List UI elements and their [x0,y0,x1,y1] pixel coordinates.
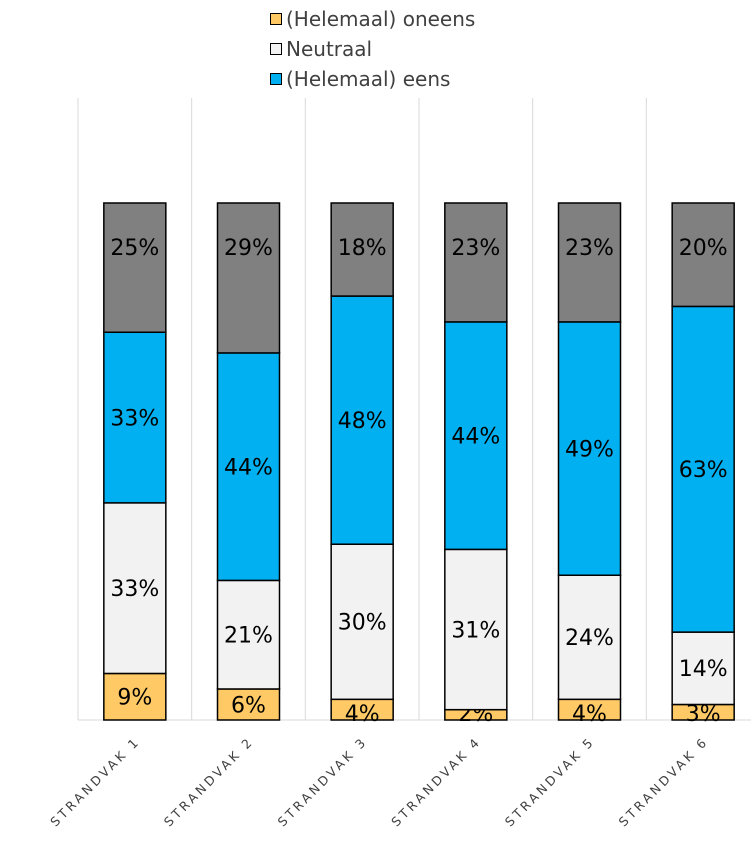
bar-segment-other [444,202,508,323]
data-label: 48% [338,409,387,434]
data-label: 18% [338,236,387,261]
bar-segment-other [330,202,394,297]
bar-segment-other [216,202,281,354]
bar-segment-oneens [216,688,281,721]
data-label: 24% [565,626,614,651]
bar-segment-other [671,202,735,308]
legend-item-eens: (Helemaal) eens [270,64,475,94]
legend-swatch-oneens [270,13,282,25]
legend-swatch-neutraal [270,43,282,55]
data-label: 14% [679,657,728,682]
x-tick-label: STRANDVAK 6 [615,734,711,830]
bar-segment-other [557,202,622,323]
bar-segment-neutraal [671,631,735,706]
bar-segment-eens [330,295,394,545]
legend-item-neutraal: Neutraal [270,34,475,64]
x-tick-label: STRANDVAK 2 [161,734,257,830]
data-label: 44% [224,456,273,481]
bar-segment-eens [444,321,508,551]
data-label: 9% [117,686,152,711]
data-label: 49% [565,437,614,462]
chart-legend: (Helemaal) oneens Neutraal (Helemaal) ee… [270,4,475,94]
data-label: 25% [110,236,159,261]
data-label: 31% [451,618,500,643]
data-label: 4% [572,702,607,727]
data-label: 63% [679,458,728,483]
data-label: 4% [345,702,380,727]
bar-segment-eens [103,331,167,504]
legend-label-oneens: (Helemaal) oneens [286,7,476,31]
bar-segment-eens [557,321,622,576]
bar-segment-neutraal [557,574,622,701]
legend-label-eens: (Helemaal) eens [286,67,451,91]
bar-segment-neutraal [103,502,167,675]
legend-item-oneens: (Helemaal) oneens [270,4,475,34]
data-label: 6% [231,693,266,718]
data-label: 23% [565,236,614,261]
bar-segment-neutraal [444,548,508,711]
data-label: 20% [679,236,728,261]
data-label: 33% [110,577,159,602]
bar-segment-other [103,202,167,333]
bar-segment-neutraal [330,543,394,701]
bar-segment-neutraal [216,579,281,690]
data-label: 30% [338,611,387,636]
x-tick-label: STRANDVAK 4 [388,734,484,830]
data-label: 21% [224,624,273,649]
data-label: 33% [110,406,159,431]
x-tick-label: STRANDVAK 1 [47,734,143,830]
data-label: 29% [224,236,273,261]
legend-label-neutraal: Neutraal [286,37,373,61]
data-label: 44% [451,425,500,450]
data-label: 23% [451,236,500,261]
legend-swatch-eens [270,73,282,85]
x-tick-label: STRANDVAK 5 [502,734,598,830]
data-label: 3% [686,702,721,727]
x-tick-label: STRANDVAK 3 [274,734,370,830]
